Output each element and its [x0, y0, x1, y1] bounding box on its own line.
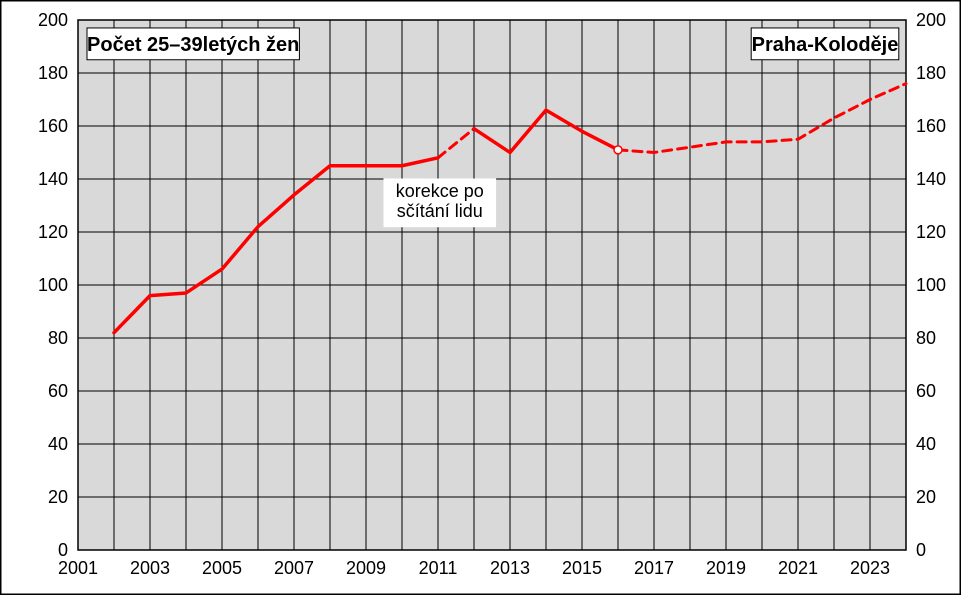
chart-container: 0 20 40 60 80 100 120 140 160 180 200 0 20 40 60 80 100 1…: [0, 0, 961, 595]
y-right-tick-label: 200: [916, 10, 946, 30]
x-tick-label: 2023: [850, 558, 890, 578]
y-right-tick-label: 180: [916, 63, 946, 83]
x-tick-label: 2021: [778, 558, 818, 578]
annotation-line2: sčítání lidu: [397, 201, 483, 221]
x-tick-label: 2007: [274, 558, 314, 578]
title-right-text: Praha-Koloděje: [752, 34, 899, 56]
x-tick-label: 2011: [419, 558, 458, 578]
x-tick-label: 2015: [562, 558, 602, 578]
y-left-tick-label: 140: [38, 169, 68, 189]
y-left-tick-label: 40: [48, 434, 68, 454]
line-chart: 0 20 40 60 80 100 120 140 160 180 200 0 20 40 60 80 100 1…: [0, 0, 961, 595]
y-left-tick-label: 180: [38, 63, 68, 83]
y-left-tick-label: 100: [38, 275, 68, 295]
y-right-tick-label: 100: [916, 275, 946, 295]
y-left-tick-label: 200: [38, 10, 68, 30]
y-left-tick-label: 120: [38, 222, 68, 242]
title-left-text: Počet 25–39letých žen: [87, 34, 299, 56]
x-tick-label: 2001: [58, 558, 98, 578]
x-tick-label: 2005: [202, 558, 242, 578]
y-left-tick-label: 0: [58, 540, 68, 560]
y-left-tick-label: 60: [48, 381, 68, 401]
y-left-tick-label: 80: [48, 328, 68, 348]
y-right-tick-label: 160: [916, 116, 946, 136]
series-marker: [614, 146, 622, 154]
x-tick-label: 2003: [130, 558, 170, 578]
y-right-tick-label: 0: [916, 540, 926, 560]
x-tick-label: 2017: [634, 558, 674, 578]
y-left-tick-label: 20: [48, 487, 68, 507]
annotation-line1: korekce po: [396, 181, 484, 201]
y-left-tick-label: 160: [38, 116, 68, 136]
x-tick-label: 2013: [490, 558, 530, 578]
y-right-tick-label: 80: [916, 328, 936, 348]
y-right-tick-label: 140: [916, 169, 946, 189]
y-right-tick-label: 20: [916, 487, 936, 507]
y-right-tick-label: 40: [916, 434, 936, 454]
x-tick-label: 2009: [346, 558, 386, 578]
y-right-tick-label: 60: [916, 381, 936, 401]
x-tick-label: 2019: [706, 558, 746, 578]
y-right-tick-label: 120: [916, 222, 946, 242]
